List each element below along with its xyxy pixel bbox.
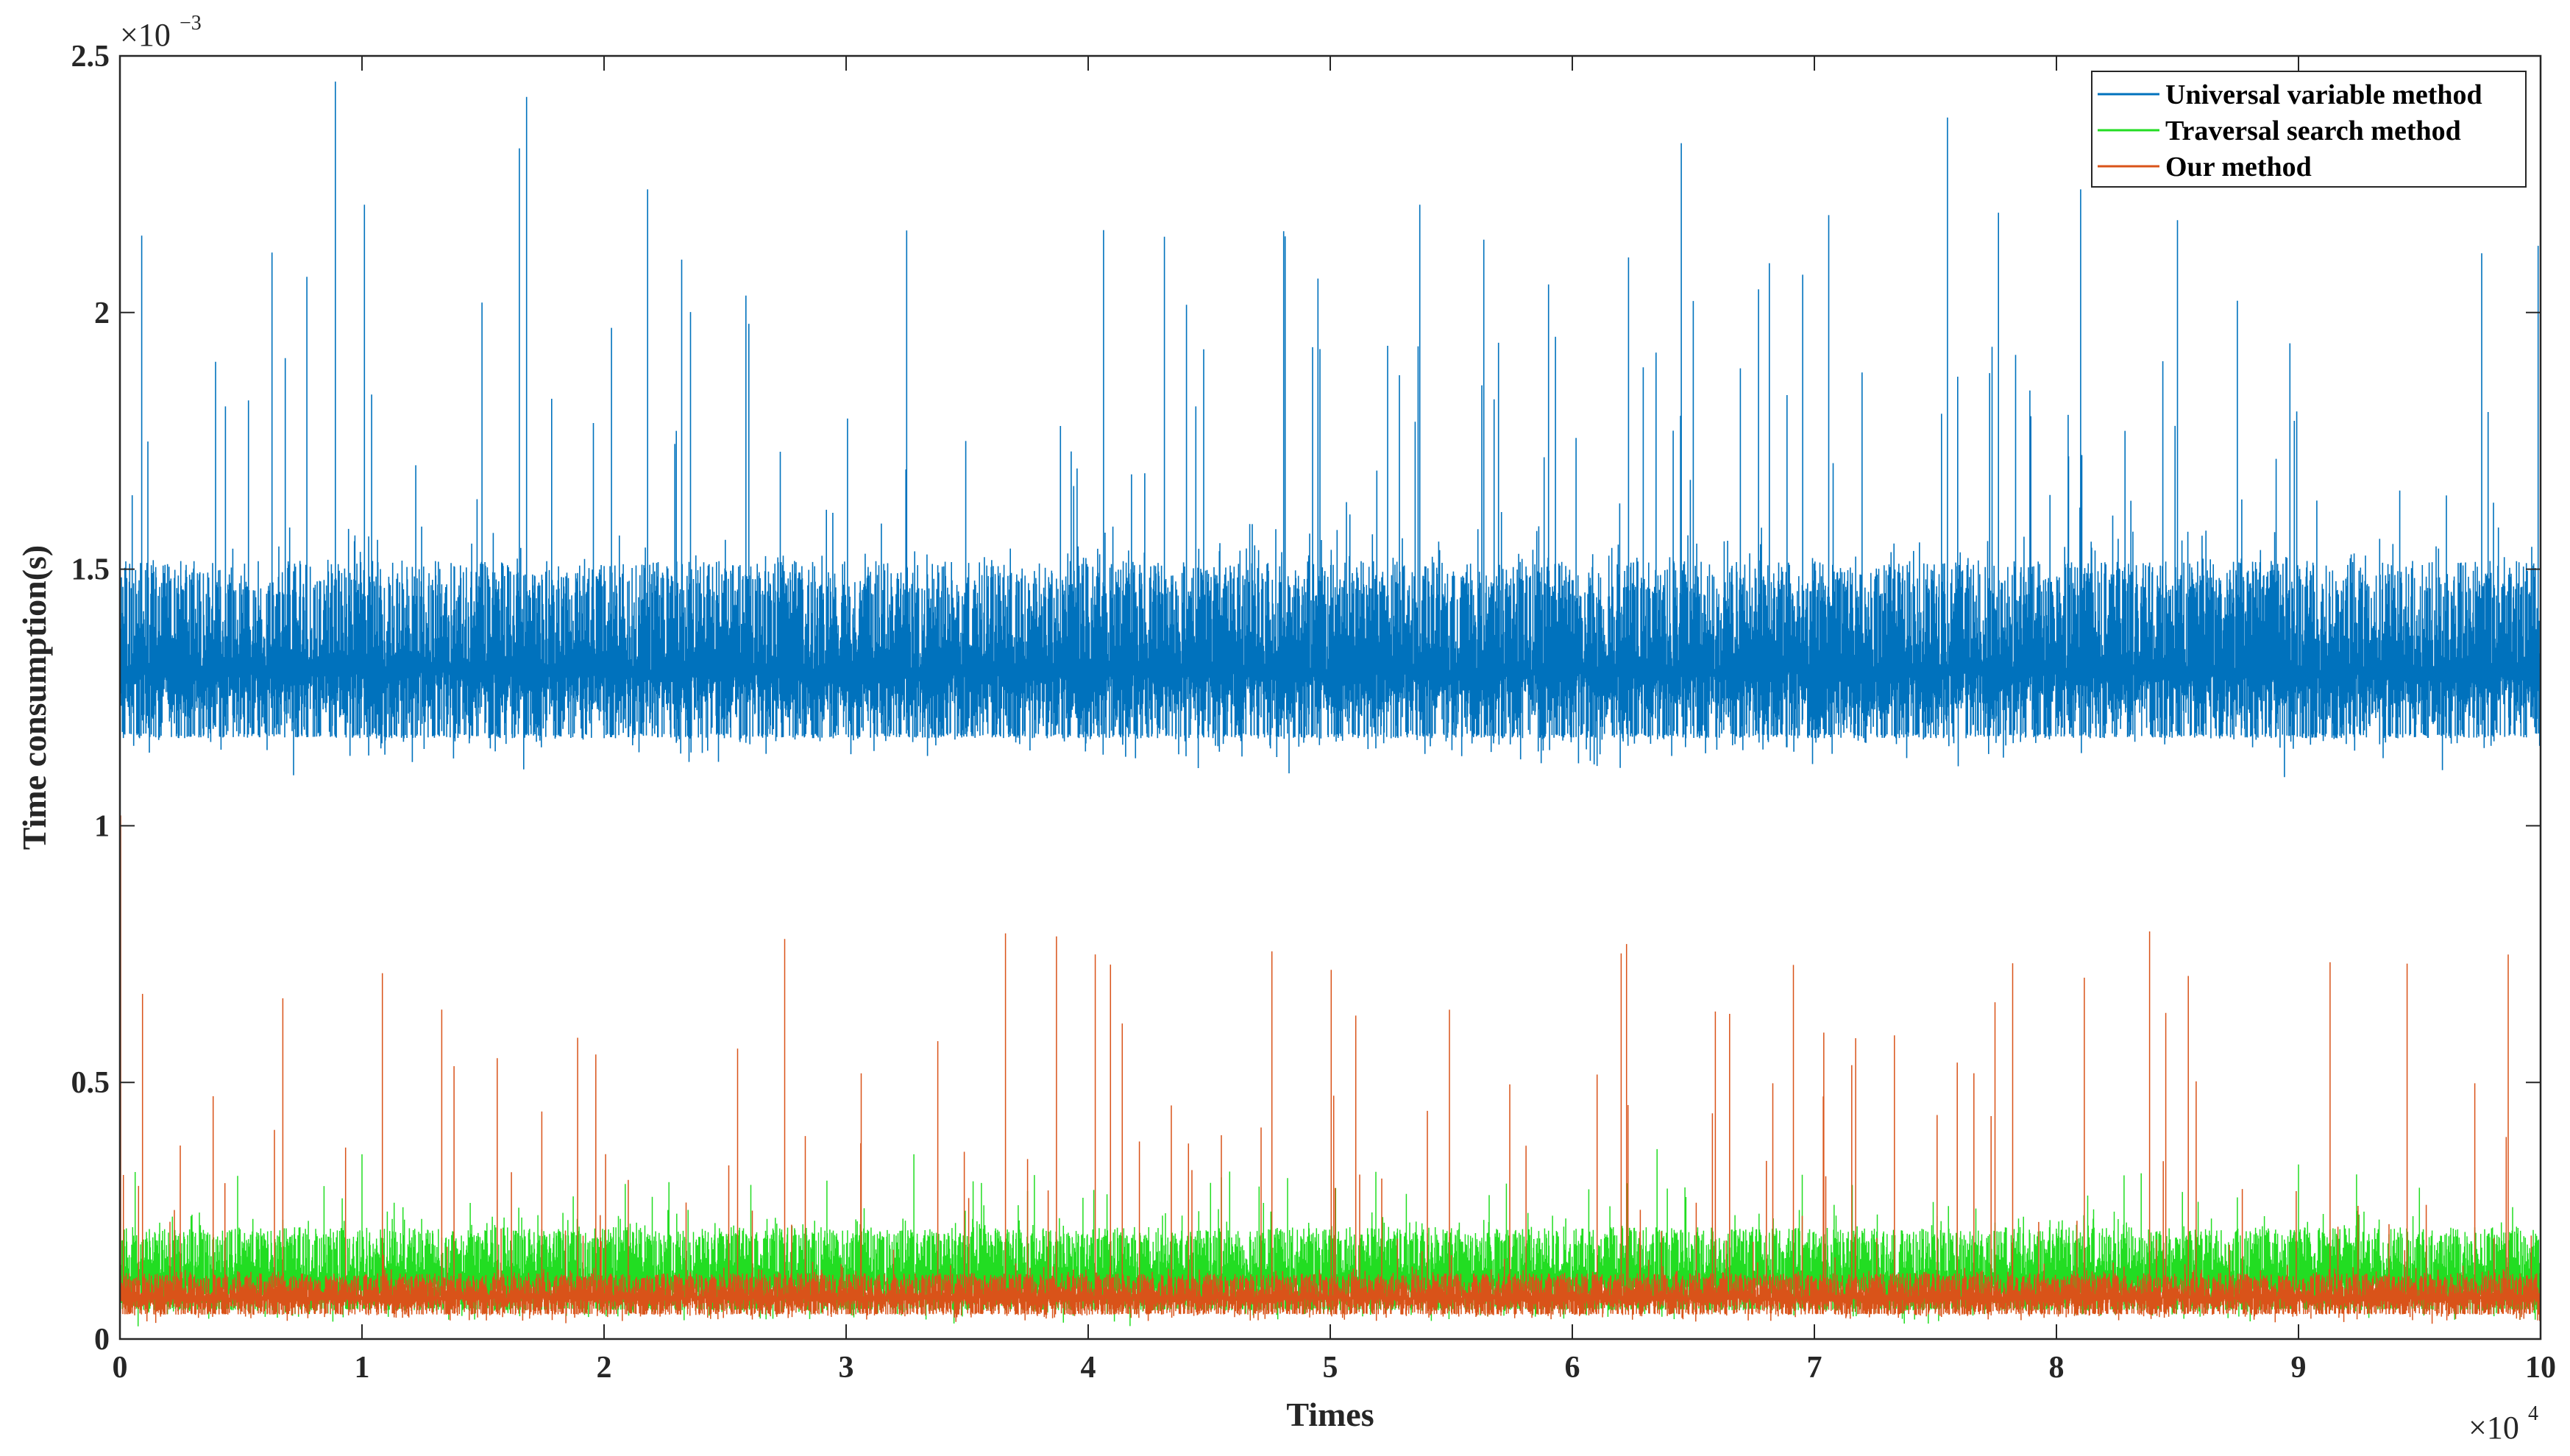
y-tick-label: 0.5: [71, 1066, 110, 1100]
y-tick-label: 2.5: [71, 40, 110, 74]
legend-label-our-method: Our method: [2165, 152, 2312, 182]
y-tick-label: 2: [94, 296, 110, 330]
x-tick-label: 10: [2525, 1351, 2556, 1385]
x-tick-label: 8: [2049, 1351, 2065, 1385]
y-axis-label: Time consumption(s): [15, 545, 53, 850]
x-multiplier-exponent: 4: [2528, 1402, 2538, 1425]
y-tick-label: 1.5: [71, 553, 110, 587]
x-axis-multiplier: ×10 4: [2468, 1402, 2538, 1446]
legend-label-universal: Universal variable method: [2165, 79, 2482, 110]
x-tick-label: 2: [597, 1351, 612, 1385]
ticks-layer: 0 1 2 3 4 5 6 7 8 9 10 0 0.5 1 1.5 2 2.5: [71, 40, 2557, 1385]
x-tick-label: 5: [1323, 1351, 1338, 1385]
x-tick-label: 1: [355, 1351, 370, 1385]
y-multiplier-base: ×10: [120, 17, 171, 53]
y-tick-label: 1: [94, 809, 110, 843]
x-tick-label: 0: [113, 1351, 128, 1385]
legend-label-traversal: Traversal search method: [2165, 116, 2461, 146]
x-multiplier-base: ×10: [2468, 1410, 2519, 1446]
x-tick-label: 4: [1081, 1351, 1096, 1385]
x-tick-label: 6: [1565, 1351, 1580, 1385]
legend-box: [2091, 71, 2527, 188]
x-tick-label: 9: [2291, 1351, 2307, 1385]
x-axis-label: Times: [1286, 1396, 1374, 1433]
legend: Universal variable method Traversal sear…: [2091, 71, 2527, 188]
y-multiplier-exponent: −3: [180, 12, 202, 35]
x-tick-label: 7: [1807, 1351, 1822, 1385]
y-tick-label: 0: [94, 1323, 110, 1357]
y-axis-multiplier: ×10 −3: [120, 12, 202, 53]
x-tick-label: 3: [839, 1351, 854, 1385]
